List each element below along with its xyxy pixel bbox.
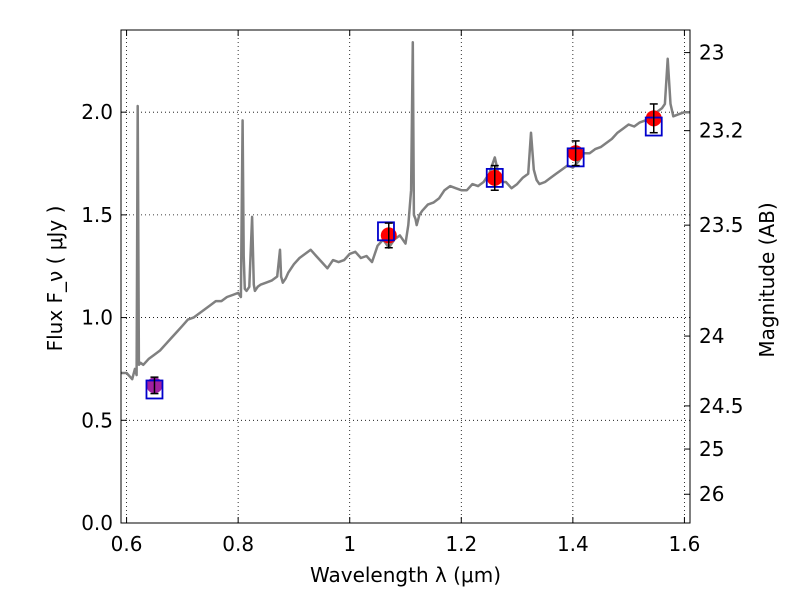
mag-tick-label: 26	[699, 482, 724, 506]
x-tick-label: 1.2	[445, 532, 477, 556]
y-tick-label: 1.0	[81, 306, 113, 330]
mag-tick-label: 23.2	[699, 119, 744, 143]
y-tick-label: 1.5	[81, 203, 113, 227]
mag-tick-label: 24	[699, 324, 724, 348]
model-point	[377, 221, 395, 242]
mag-tick-label: 24.5	[699, 394, 744, 418]
y-axis-label: Flux F_ν ( μJy )	[43, 206, 67, 352]
x-tick-label: 1.4	[557, 532, 589, 556]
data-series	[121, 41, 690, 400]
mag-tick-label: 23.5	[699, 213, 744, 237]
x-tick-label: 1.6	[669, 532, 701, 556]
x-tick-label: 0.6	[111, 532, 143, 556]
mag-tick-label: 23	[699, 41, 724, 65]
axis-ticks: 0.6 0.8 1 1.2 1.4 1.6 0.0 0.5 1.0 1.5 2.0 23 23.2 23.…	[81, 30, 744, 556]
x-axis-label: Wavelength λ (μm)	[310, 563, 501, 587]
y-tick-label: 2.0	[81, 100, 113, 124]
mag-tick-label: 25	[699, 437, 724, 461]
grid-lines	[121, 30, 690, 524]
y-tick-label: 0.5	[81, 408, 113, 432]
x-tick-label: 1	[343, 532, 356, 556]
x-tick-label: 0.8	[222, 532, 254, 556]
spectrum-line	[121, 41, 690, 381]
plot-frame	[120, 29, 691, 524]
y-tick-label: 0.0	[81, 511, 113, 535]
right-axis-label: Magnitude (AB)	[755, 202, 779, 357]
